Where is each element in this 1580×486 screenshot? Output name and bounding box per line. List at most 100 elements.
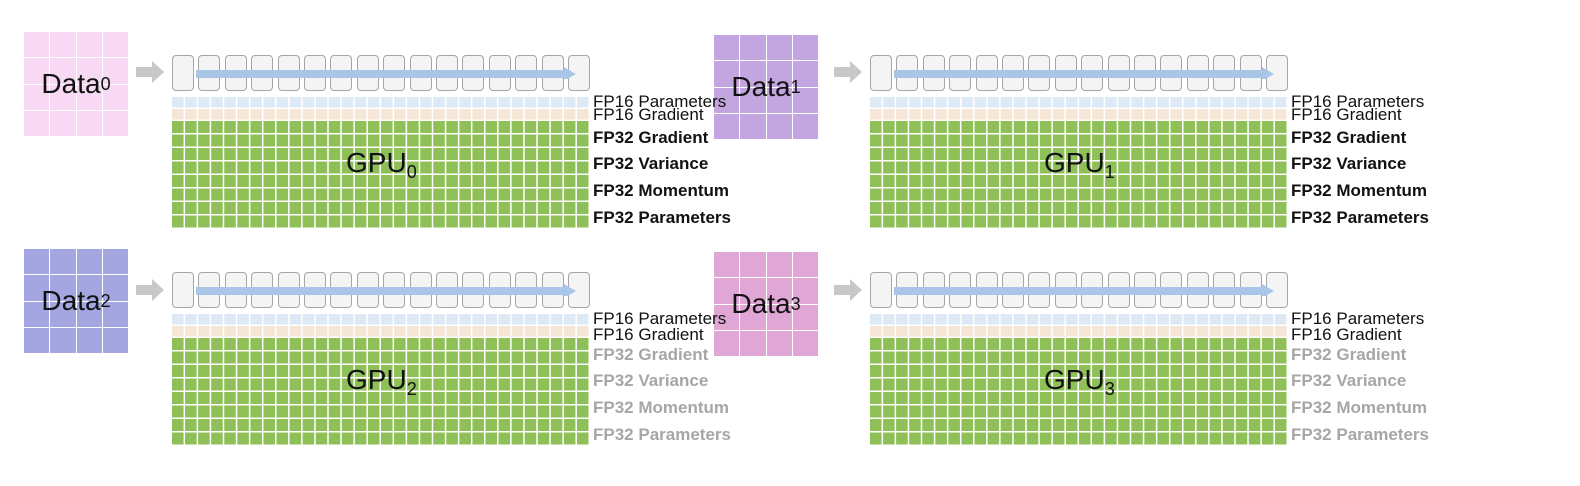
data-cell	[792, 61, 818, 87]
data-cell	[740, 278, 766, 304]
fp32-gradient-label: FP32 Gradient	[1291, 345, 1407, 364]
memory-grid	[870, 97, 1287, 228]
data-cell	[102, 58, 128, 84]
data-cell	[76, 84, 102, 110]
fp32-parameters-label: FP32 Parameters	[593, 425, 731, 444]
layer-row	[870, 272, 1288, 310]
data-cell	[792, 35, 818, 61]
data-cell	[714, 304, 740, 330]
data-cell	[714, 278, 740, 304]
data-cell	[102, 249, 128, 275]
gpu-label: GPU3	[1044, 364, 1115, 399]
fp32-gradient-label: FP32 Gradient	[593, 345, 709, 364]
memory-grid	[172, 314, 589, 445]
data-cell	[24, 32, 50, 58]
data-cell	[50, 110, 76, 136]
data-cell	[24, 301, 50, 327]
data-cell	[766, 278, 792, 304]
fp32-variance-label: FP32 Variance	[593, 371, 709, 390]
data-cell	[76, 58, 102, 84]
fp16-parameters-label: FP16 Parameters	[593, 309, 727, 328]
data-cell	[766, 252, 792, 278]
panel-gpu2: Data 2	[24, 249, 794, 479]
layer-row	[870, 55, 1288, 93]
layer-block	[172, 55, 194, 91]
layer-row	[172, 55, 590, 93]
data-label: Data 3	[731, 288, 801, 319]
data-cell	[792, 304, 818, 330]
data-cell	[714, 35, 740, 61]
fp32-row	[870, 419, 1287, 431]
data-cell	[740, 330, 766, 356]
memory-grid	[172, 97, 589, 228]
fp32-row	[870, 121, 1287, 133]
data-cell	[24, 110, 50, 136]
fp32-row	[870, 365, 1287, 377]
fp32-row	[172, 405, 589, 418]
fp32-row	[870, 432, 1287, 445]
fp16-parameters-label: FP16 Parameters	[593, 92, 727, 111]
fp32-row	[870, 215, 1287, 228]
fp16-grad-row	[172, 109, 589, 120]
data-cell	[24, 275, 50, 301]
data-cell	[50, 327, 76, 353]
fp16-gradient-label: FP16 Gradient	[1291, 105, 1402, 124]
layer-block	[172, 272, 194, 308]
fp16-grad-row	[172, 326, 589, 337]
fp32-gradient-label: FP32 Gradient	[1291, 128, 1407, 147]
data-cell	[766, 87, 792, 113]
data-cell	[792, 252, 818, 278]
data-cell	[24, 84, 50, 110]
data-cell	[50, 301, 76, 327]
fp32-gradient-label: FP32 Gradient	[593, 128, 709, 147]
data-cell	[102, 84, 128, 110]
fp16-params-row	[870, 314, 1287, 325]
fp16-gradient-label: FP16 Gradient	[593, 105, 704, 124]
forward-flow-arrow-icon	[894, 284, 1274, 296]
data-cell	[714, 113, 740, 139]
fp32-row	[870, 161, 1287, 174]
fp32-row	[172, 432, 589, 445]
fp32-parameters-label: FP32 Parameters	[593, 208, 731, 227]
fp32-row	[172, 161, 589, 174]
gpu-label: GPU1	[1044, 147, 1115, 182]
data-cell	[102, 110, 128, 136]
data-cell	[102, 32, 128, 58]
layer-block	[870, 272, 892, 308]
data-cell	[740, 252, 766, 278]
data-cell	[76, 110, 102, 136]
data-block	[24, 249, 128, 353]
data-cell	[740, 87, 766, 113]
forward-flow-arrow-icon	[196, 284, 576, 296]
data-cell	[24, 58, 50, 84]
fp32-momentum-label: FP32 Momentum	[1291, 398, 1428, 417]
fp32-row	[172, 378, 589, 391]
fp16-parameters-label: FP16 Parameters	[1291, 92, 1425, 111]
input-arrow-icon	[136, 279, 164, 301]
data-cell	[766, 35, 792, 61]
fp16-gradient-label: FP16 Gradient	[1291, 325, 1402, 344]
data-cell	[740, 304, 766, 330]
data-cell	[740, 113, 766, 139]
data-label: Data 0	[41, 68, 111, 99]
fp32-row	[870, 134, 1287, 147]
data-cell	[714, 330, 740, 356]
fp32-variance-label: FP32 Variance	[593, 154, 709, 173]
data-cell	[76, 327, 102, 353]
fp32-row	[870, 405, 1287, 418]
data-cell	[76, 301, 102, 327]
layer-row	[172, 272, 590, 310]
data-cell	[714, 61, 740, 87]
data-cell	[766, 113, 792, 139]
forward-flow-arrow-icon	[894, 67, 1274, 79]
fp32-parameters-label: FP32 Parameters	[1291, 425, 1429, 444]
data-cell	[50, 249, 76, 275]
fp32-row	[172, 202, 589, 214]
data-cell	[50, 58, 76, 84]
data-cell	[766, 61, 792, 87]
data-cell	[714, 87, 740, 113]
data-cell	[766, 304, 792, 330]
fp32-variance-label: FP32 Variance	[1291, 371, 1407, 390]
data-label: Data 1	[731, 71, 801, 102]
fp32-row	[870, 392, 1287, 404]
